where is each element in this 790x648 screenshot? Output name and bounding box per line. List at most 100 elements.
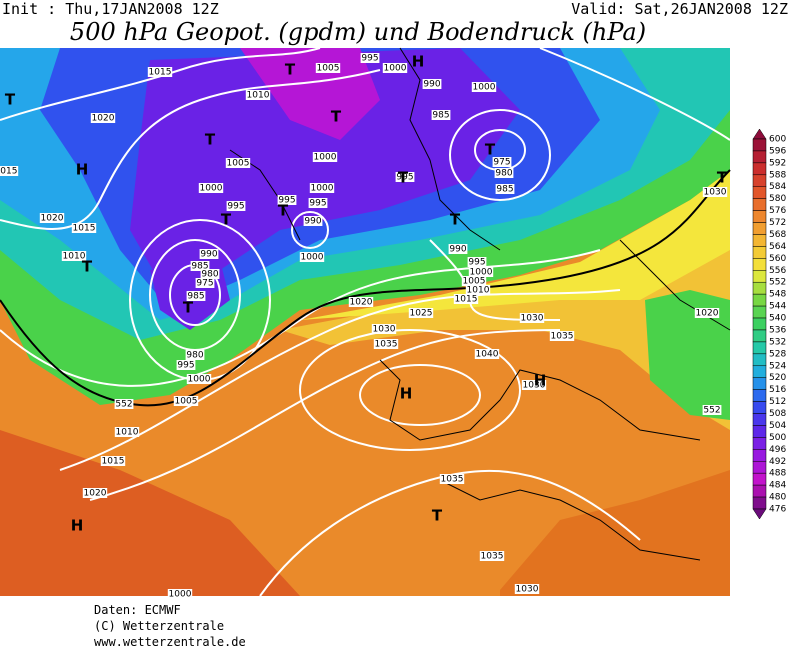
colorbar-swatch (752, 341, 767, 355)
isobar-label-text: 1000 (169, 590, 192, 600)
pressure-center: H (412, 53, 425, 71)
colorbar-label: 488 (769, 469, 786, 479)
label-bg (494, 168, 514, 178)
pressure-center: H (76, 161, 89, 179)
label-bg (176, 360, 196, 370)
isobar-label: 1035 (373, 339, 399, 350)
colorbar-swatch (752, 425, 767, 438)
label-bg (467, 257, 487, 267)
coastlines (229, 47, 731, 561)
pressure-center: T (278, 202, 289, 220)
colorbar-label: 548 (769, 290, 786, 300)
isobar-label: 1035 (439, 474, 465, 485)
colorbar-swatch (752, 186, 767, 199)
label-bg (315, 63, 341, 73)
isobar-label-text: 995 (309, 199, 326, 209)
colorbar-swatch (752, 437, 767, 450)
label-bg (114, 399, 134, 409)
isobar-label: 990 (199, 249, 219, 260)
isobar-label-text: 990 (200, 250, 217, 260)
label-bg (71, 223, 97, 233)
label-bg (39, 213, 65, 223)
isobar-label-text: 1005 (317, 64, 340, 74)
colorbar-label: 600 (769, 135, 786, 145)
isobar-label: 552 (702, 405, 722, 416)
isobar-label: 1030 (371, 324, 397, 335)
isobar-label-text: 990 (423, 80, 440, 90)
isobar-label: 985 (431, 110, 451, 121)
label-bg (514, 584, 540, 594)
label-bg (186, 374, 212, 384)
isobar-label: 1000 (471, 82, 497, 93)
isobar-label-text: 1015 (73, 224, 96, 234)
isobar-label-text: 1005 (227, 159, 250, 169)
isobar-label-text: 1000 (473, 83, 496, 93)
isobar-label: 1000 (468, 267, 494, 278)
isobar-label-text: 1015 (149, 68, 172, 78)
isobar-label: 1000 (312, 152, 338, 163)
label-bg (199, 249, 219, 259)
isobar-label: 990 (448, 244, 468, 255)
label-bg (549, 331, 575, 341)
colorbar-label: 484 (769, 481, 786, 491)
isobar-label: 985 (495, 184, 515, 195)
colorbar-label: 524 (769, 361, 786, 371)
isobar-label-text: 1030 (523, 381, 546, 391)
data-source: Daten: ECMWF (94, 603, 181, 617)
copyright: (C) Wetterzentrale (94, 619, 224, 633)
colorbar-swatch (752, 484, 767, 498)
isobar-label-text: 1010 (116, 428, 139, 438)
label-bg (114, 427, 140, 437)
label-bg (461, 276, 487, 286)
isobar-label: 990 (303, 216, 323, 227)
label-bg (492, 157, 512, 167)
contour-552 (0, 169, 731, 407)
label-bg (312, 152, 338, 162)
isobar-label: 1000 (167, 589, 193, 600)
isobar-label-text: 1020 (84, 489, 107, 499)
isobar-label-text: 980 (495, 169, 512, 179)
colorbar-label: 532 (769, 337, 786, 347)
colorbar-swatch (752, 198, 767, 211)
isobar-label: 1000 (186, 374, 212, 385)
isobar-label-text: 1035 (551, 332, 574, 342)
colorbar-swatch (752, 138, 767, 152)
isobar-label-text: 995 (177, 361, 194, 371)
colorbar-label: 552 (769, 278, 786, 288)
label-bg (439, 474, 465, 484)
isobar-label: 552 (114, 399, 134, 410)
colorbar-swatch (752, 210, 767, 223)
colorbar-swatch (752, 472, 767, 486)
colorbar-swatch (752, 449, 767, 462)
isobar-label-text: 1020 (41, 214, 64, 224)
colorbar-swatch (752, 461, 767, 474)
isobar-label-text: 990 (449, 245, 466, 255)
isobar-label: 1020 (694, 308, 720, 319)
colorbar-swatch (752, 413, 767, 426)
colorbar-label: 496 (769, 445, 786, 455)
isobar-label-text: 1025 (410, 309, 433, 319)
label-bg (468, 267, 494, 277)
colorbar-swatch (752, 317, 767, 331)
colorbar-label: 572 (769, 218, 786, 228)
isobar-label: 1000 (309, 183, 335, 194)
label-bg (521, 380, 547, 390)
isobar-label-text: 1015 (0, 167, 17, 177)
colorbar-swatch (752, 496, 767, 510)
colorbar-swatch (752, 305, 767, 319)
isobar-label: 1015 (453, 294, 479, 305)
colorbar-label: 512 (769, 397, 786, 407)
isobar-label: 1010 (114, 427, 140, 438)
colorbar-swatch (752, 234, 767, 247)
label-bg (373, 339, 399, 349)
colorbar-label: 528 (769, 349, 786, 359)
label-bg (90, 113, 116, 123)
isobar-label: 1035 (479, 551, 505, 562)
isobar-label: 1015 (147, 67, 173, 78)
label-bg (495, 184, 515, 194)
colorbar-label: 536 (769, 325, 786, 335)
label-bg (308, 198, 328, 208)
isobar-label: 1015 (100, 456, 126, 467)
